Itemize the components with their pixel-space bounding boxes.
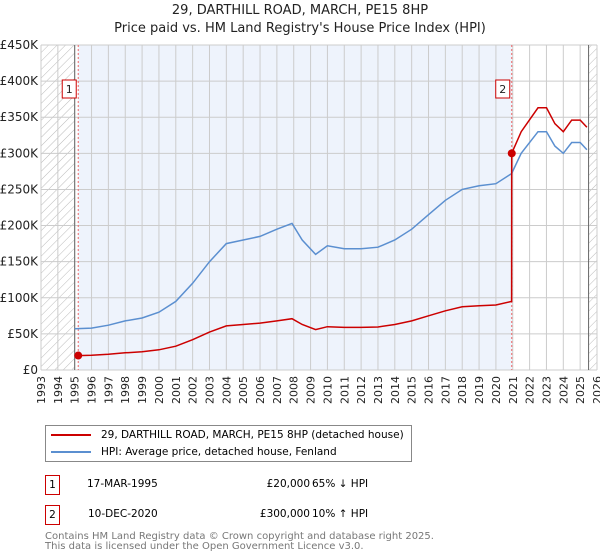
transaction-delta: 10% ↑ HPI — [312, 508, 369, 520]
x-tick-label: 2004 — [220, 376, 233, 404]
x-tick-label: 2022 — [524, 376, 537, 404]
x-tick-label: 2019 — [473, 376, 486, 404]
x-tick-label: 2001 — [170, 376, 183, 404]
x-tick-label: 1999 — [136, 376, 149, 404]
hpi-line — [74, 130, 588, 330]
x-tick-label: 2026 — [591, 376, 600, 404]
y-tick-label: £0 — [23, 363, 38, 377]
x-tick-label: 2012 — [355, 376, 368, 404]
x-tick-label: 2009 — [305, 376, 318, 404]
transaction-date: 17-MAR-1995 — [87, 478, 158, 490]
legend-label-hpi: HPI: Average price, detached house, Fenl… — [101, 446, 337, 458]
x-tick-label: 1995 — [69, 376, 82, 404]
transaction-marker: 2 — [45, 505, 60, 525]
x-tick-label: 2018 — [456, 376, 469, 404]
x-tick-label: 2000 — [153, 376, 166, 404]
x-tick-label: 2023 — [540, 376, 553, 404]
x-tick-label: 1997 — [102, 376, 115, 404]
x-tick-label: 2003 — [203, 376, 216, 404]
footer: Contains HM Land Registry data © Crown c… — [45, 532, 434, 552]
x-tick-label: 2005 — [237, 376, 250, 404]
x-tick-label: 2013 — [372, 376, 385, 404]
x-tick-label: 2015 — [406, 376, 419, 404]
y-tick-label: £400K — [0, 74, 39, 88]
sale-point — [74, 351, 83, 360]
x-tick-label: 2020 — [490, 376, 503, 404]
legend: 29, DARTHILL ROAD, MARCH, PE15 8HP (deta… — [45, 425, 412, 462]
x-tick-label: 1996 — [86, 376, 99, 404]
y-tick-label: £50K — [7, 327, 39, 341]
y-tick-label: £350K — [0, 110, 39, 124]
sale-marker-label: 2 — [499, 83, 506, 96]
transaction-delta: 65% ↓ HPI — [312, 478, 369, 490]
transaction-row: 2 10-DEC-2020 £300,000 10% ↑ HPI — [45, 505, 445, 525]
chart-subtitle: Price paid vs. HM Land Registry's House … — [114, 21, 486, 36]
y-tick-label: £100K — [0, 291, 39, 305]
sale-marker-box — [61, 79, 77, 99]
x-tick-label: 2010 — [321, 376, 334, 404]
legend-swatch-hpi — [51, 451, 91, 453]
x-tick-label: 2011 — [338, 376, 351, 404]
x-tick-label: 1998 — [119, 376, 132, 404]
transaction-row: 1 17-MAR-1995 £20,000 65% ↓ HPI — [45, 475, 445, 495]
y-tick-label: £450K — [0, 38, 39, 52]
sale-marker-box — [495, 79, 511, 99]
transaction-date: 10-DEC-2020 — [88, 508, 158, 520]
y-tick-label: £150K — [0, 255, 39, 269]
footer-line: Contains HM Land Registry data © Crown c… — [45, 531, 434, 542]
x-tick-label: 1993 — [35, 376, 48, 404]
x-tick-label: 2014 — [389, 376, 402, 404]
x-tick-label: 2025 — [574, 376, 587, 404]
y-tick-label: £250K — [0, 182, 39, 196]
y-tick-label: £300K — [0, 146, 39, 160]
x-tick-label: 2021 — [507, 376, 520, 404]
x-tick-label: 2002 — [187, 376, 200, 404]
x-tick-label: 2008 — [288, 376, 301, 404]
y-tick-label: £200K — [0, 219, 39, 233]
legend-label-property: 29, DARTHILL ROAD, MARCH, PE15 8HP (deta… — [101, 429, 404, 441]
hatched-region — [588, 45, 597, 370]
sale-marker-label: 1 — [66, 83, 73, 96]
transaction-marker: 1 — [45, 475, 60, 495]
x-tick-label: 1994 — [52, 376, 65, 404]
x-tick-label: 2006 — [254, 376, 267, 404]
x-tick-label: 2024 — [557, 376, 570, 404]
footer-line: This data is licensed under the Open Gov… — [45, 541, 364, 552]
x-tick-label: 2016 — [423, 376, 436, 404]
transaction-price: £20,000 — [266, 478, 310, 490]
chart-title: 29, DARTHILL ROAD, MARCH, PE15 8HP — [171, 3, 429, 18]
legend-swatch-property — [51, 434, 91, 436]
x-tick-label: 2017 — [439, 376, 452, 404]
x-tick-label: 2007 — [271, 376, 284, 404]
sale-point — [507, 149, 516, 158]
transaction-price: £300,000 — [259, 508, 310, 520]
price-paid-line — [78, 107, 588, 357]
price-chart: 1993 1994 1995 1996 1997 1998 1999 2000 2001 2002… — [0, 38, 600, 404]
